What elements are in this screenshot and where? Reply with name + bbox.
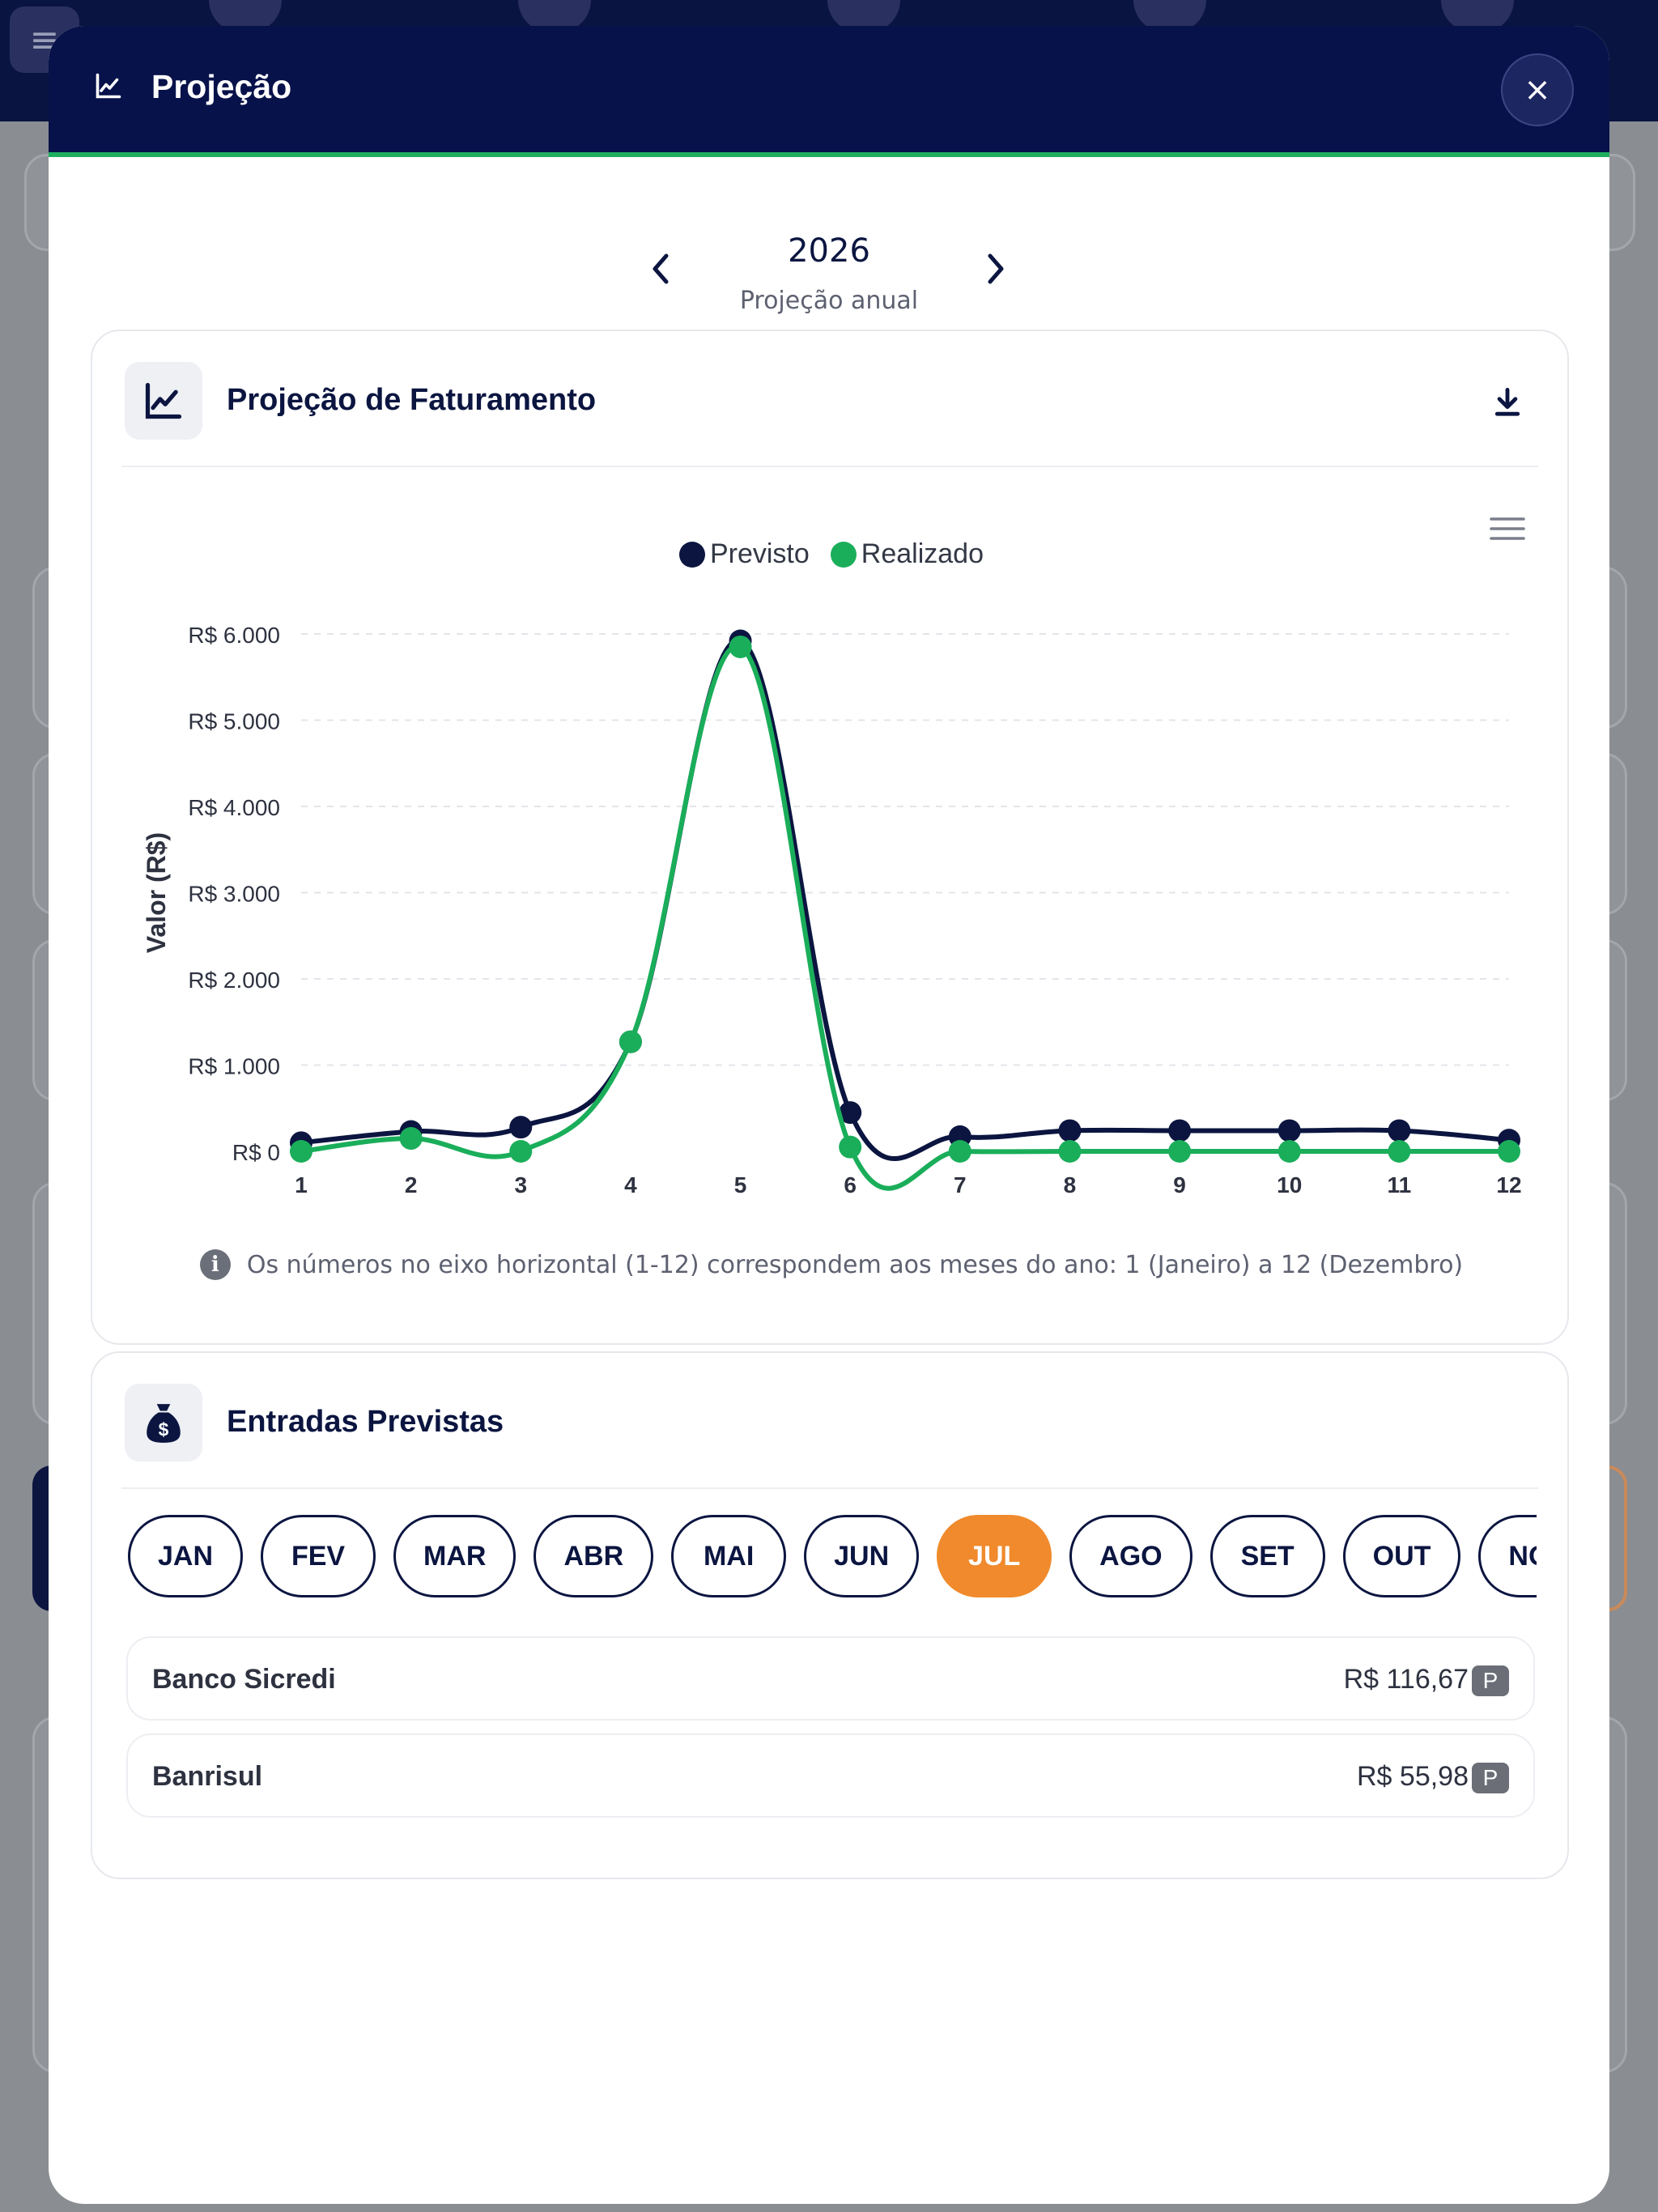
month-pill-jan[interactable]: JAN xyxy=(128,1515,244,1597)
hamburger-menu-icon xyxy=(1490,517,1525,540)
month-pill-jun[interactable]: JUN xyxy=(804,1515,920,1597)
data-point-previsto xyxy=(1388,1119,1411,1142)
entry-amount: R$ 116,67 xyxy=(1343,1664,1469,1695)
card-icon-container xyxy=(125,362,202,440)
series-line-realizado xyxy=(300,644,1509,1191)
chart-legend: Previsto Realizado xyxy=(92,538,1571,570)
income-entry-row[interactable]: Banco Sicredi R$ 116,67 P xyxy=(126,1636,1535,1721)
series-line-previsto xyxy=(300,638,1510,1161)
chevron-left-icon xyxy=(653,253,669,284)
data-point-realizado xyxy=(1388,1140,1411,1163)
data-point-previsto xyxy=(1278,1119,1301,1142)
legend-swatch xyxy=(830,541,857,568)
chart-info-note: i Os números no eixo horizontal (1-12) c… xyxy=(92,1249,1571,1280)
x-tick-label: 5 xyxy=(734,1172,747,1197)
data-point-realizado xyxy=(1058,1140,1082,1163)
entry-amount: R$ 55,98 xyxy=(1357,1761,1469,1792)
download-button[interactable] xyxy=(1483,378,1532,427)
month-pill-out[interactable]: OUT xyxy=(1342,1515,1461,1597)
card-icon-container: $ xyxy=(125,1384,202,1461)
income-entry-row[interactable]: Banrisul R$ 55,98 P xyxy=(126,1733,1535,1818)
month-pill-fev[interactable]: FEV xyxy=(261,1515,376,1597)
close-button[interactable]: × xyxy=(1501,53,1574,126)
x-tick-label: 12 xyxy=(1496,1172,1521,1197)
data-point-realizado xyxy=(948,1140,971,1163)
year-value: 2026 xyxy=(788,232,870,270)
income-card-title: Entradas Previstas xyxy=(227,1405,504,1439)
year-subtitle: Projeção anual xyxy=(739,287,919,315)
data-point-realizado xyxy=(729,635,752,658)
projection-modal: Projeção × 2026 Projeção anual Projeção … xyxy=(49,26,1609,2204)
year-navigator: 2026 Projeção anual xyxy=(49,208,1609,338)
expected-income-card: $ Entradas Previstas JAN FEV MAR ABR MAI JUN J… xyxy=(91,1351,1569,1879)
card-divider xyxy=(121,466,1538,467)
x-tick-label: 2 xyxy=(405,1172,418,1197)
line-chart-icon xyxy=(96,73,121,99)
y-tick-label: R$ 3.000 xyxy=(188,882,280,907)
x-tick-label: 1 xyxy=(295,1172,308,1197)
data-point-realizado xyxy=(290,1140,312,1163)
data-point-realizado xyxy=(839,1135,862,1159)
modal-header: Projeção × xyxy=(49,26,1609,157)
money-bag-icon: $ xyxy=(147,1404,181,1443)
data-point-realizado xyxy=(509,1140,533,1163)
y-tick-label: R$ 1.000 xyxy=(188,1054,280,1079)
info-icon: i xyxy=(199,1249,231,1280)
x-tick-label: 11 xyxy=(1388,1172,1412,1197)
entry-bank-name: Banco Sicredi xyxy=(152,1664,336,1695)
month-pill-mar[interactable]: MAR xyxy=(393,1515,517,1597)
month-pill-ago[interactable]: AGO xyxy=(1069,1515,1192,1597)
revenue-line-chart: R$ 0 R$ 1.000 R$ 2.000 R$ 3.000 R$ 4.000 R$ 5… xyxy=(142,623,1522,1197)
data-point-previsto xyxy=(509,1116,533,1139)
chart-card-title: Projeção de Faturamento xyxy=(227,383,597,417)
modal-title: Projeção xyxy=(151,68,292,105)
entry-bank-name: Banrisul xyxy=(152,1761,263,1792)
month-pill-set[interactable]: SET xyxy=(1209,1515,1325,1597)
data-point-realizado xyxy=(1498,1140,1520,1163)
data-point-previsto xyxy=(839,1101,862,1125)
month-pill-mai[interactable]: MAI xyxy=(671,1515,787,1597)
y-tick-label: R$ 2.000 xyxy=(188,968,280,993)
legend-swatch xyxy=(678,541,705,568)
data-point-realizado xyxy=(1168,1140,1192,1163)
month-pill-nov[interactable]: NOV xyxy=(1478,1515,1537,1597)
next-year-button[interactable] xyxy=(971,240,1020,297)
chart-menu-button[interactable] xyxy=(1483,504,1532,553)
y-tick-label: R$ 0 xyxy=(232,1140,280,1165)
y-tick-label: R$ 4.000 xyxy=(188,795,280,820)
legend-label: Realizado xyxy=(861,538,984,569)
x-tick-label: 10 xyxy=(1277,1172,1302,1197)
download-icon xyxy=(1494,388,1520,416)
data-point-realizado xyxy=(399,1127,423,1151)
entry-status-badge: P xyxy=(1472,1763,1509,1793)
x-tick-label: 4 xyxy=(624,1172,637,1197)
close-icon: × xyxy=(1524,71,1551,108)
x-tick-label: 6 xyxy=(844,1172,857,1197)
y-tick-label: R$ 6.000 xyxy=(188,623,280,648)
line-chart-icon xyxy=(145,382,182,419)
legend-item-realizado[interactable]: Realizado xyxy=(830,538,984,570)
month-pill-abr[interactable]: ABR xyxy=(534,1515,654,1597)
card-divider xyxy=(121,1487,1538,1489)
month-pill-jul[interactable]: JUL xyxy=(937,1515,1052,1597)
x-tick-label: 8 xyxy=(1064,1172,1077,1197)
y-tick-label: R$ 5.000 xyxy=(188,709,280,734)
data-point-realizado xyxy=(619,1030,642,1053)
x-tick-label: 7 xyxy=(954,1172,967,1197)
x-tick-label: 9 xyxy=(1173,1172,1186,1197)
legend-label: Previsto xyxy=(709,538,810,569)
svg-text:$: $ xyxy=(159,1419,169,1440)
entry-status-badge: P xyxy=(1472,1665,1509,1696)
info-note-text: Os números no eixo horizontal (1-12) cor… xyxy=(246,1250,1464,1279)
y-axis-label: Valor (R$) xyxy=(142,832,171,953)
data-point-previsto xyxy=(1058,1119,1082,1142)
previous-year-button[interactable] xyxy=(636,240,685,297)
data-point-realizado xyxy=(1278,1140,1301,1163)
data-point-previsto xyxy=(1168,1119,1192,1142)
chevron-right-icon xyxy=(988,253,1004,284)
x-tick-label: 3 xyxy=(514,1172,527,1197)
legend-item-previsto[interactable]: Previsto xyxy=(678,538,810,570)
revenue-projection-card: Projeção de Faturamento Previsto Realiza… xyxy=(91,330,1569,1345)
